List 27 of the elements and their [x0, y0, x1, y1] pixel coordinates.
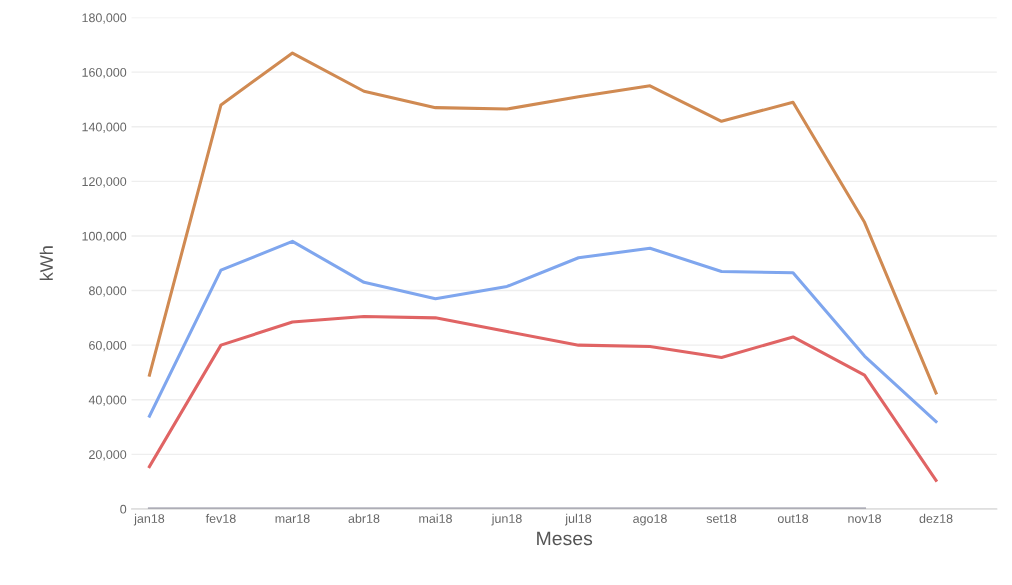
line-series [147, 51, 938, 395]
y-tick-label: 160,000 [82, 67, 127, 79]
x-tick-label: set18 [706, 514, 737, 523]
y-tick-label: 140,000 [82, 122, 127, 133]
x-tick-label: mai18 [419, 513, 452, 523]
x-tick-label: nov18 [848, 514, 882, 523]
y-tick-label: 40,000 [88, 395, 127, 406]
y-tick-label: 120,000 [82, 177, 127, 188]
y-tick-label: 100,000 [82, 231, 127, 243]
y-tick-label: 0 [120, 504, 127, 514]
x-tick-label: jul18 [564, 513, 592, 526]
y-tick-label: 180,000 [82, 13, 127, 24]
x-tick-label: out18 [777, 514, 809, 523]
y-axis-title: kWh [39, 246, 53, 281]
x-axis-title: Meses [537, 531, 593, 546]
x-tick-label: mar18 [275, 514, 310, 523]
x-tick-label: ago18 [633, 514, 667, 526]
y-tick-label: 20,000 [89, 450, 127, 461]
line-series [147, 239, 938, 424]
y-tick-label: 80,000 [89, 286, 127, 297]
y-tick-label: 60,000 [89, 340, 127, 352]
x-tick-label: dez18 [919, 513, 953, 523]
line-series [147, 314, 938, 482]
x-tick-label: abr18 [348, 513, 380, 523]
x-tick-label: jun18 [491, 513, 522, 526]
x-tick-label: fev18 [205, 513, 236, 523]
x-tick-label: jan18 [133, 513, 165, 526]
